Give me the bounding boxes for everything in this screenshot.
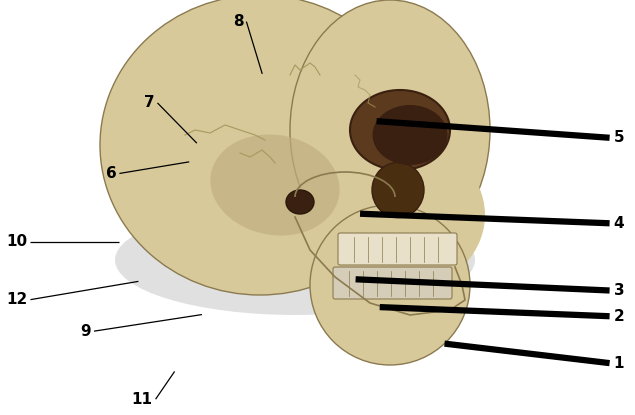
Ellipse shape (286, 190, 314, 214)
Text: 1: 1 (613, 356, 624, 371)
FancyBboxPatch shape (338, 233, 457, 265)
Ellipse shape (350, 90, 450, 170)
Ellipse shape (295, 135, 485, 295)
Text: 11: 11 (131, 392, 152, 407)
Text: 3: 3 (613, 283, 624, 298)
Ellipse shape (100, 0, 420, 295)
Text: 4: 4 (613, 216, 624, 231)
Text: 8: 8 (233, 14, 243, 29)
FancyBboxPatch shape (333, 267, 452, 299)
Text: 12: 12 (6, 292, 27, 307)
Text: 9: 9 (81, 324, 91, 339)
Text: 2: 2 (613, 309, 624, 324)
Ellipse shape (373, 105, 448, 165)
Text: 10: 10 (6, 234, 27, 249)
Text: 6: 6 (105, 166, 116, 181)
Text: 5: 5 (613, 130, 624, 145)
Text: 7: 7 (144, 95, 154, 110)
Ellipse shape (372, 163, 424, 217)
Ellipse shape (310, 205, 470, 365)
Ellipse shape (290, 0, 490, 260)
Ellipse shape (210, 134, 340, 236)
Ellipse shape (115, 205, 475, 315)
